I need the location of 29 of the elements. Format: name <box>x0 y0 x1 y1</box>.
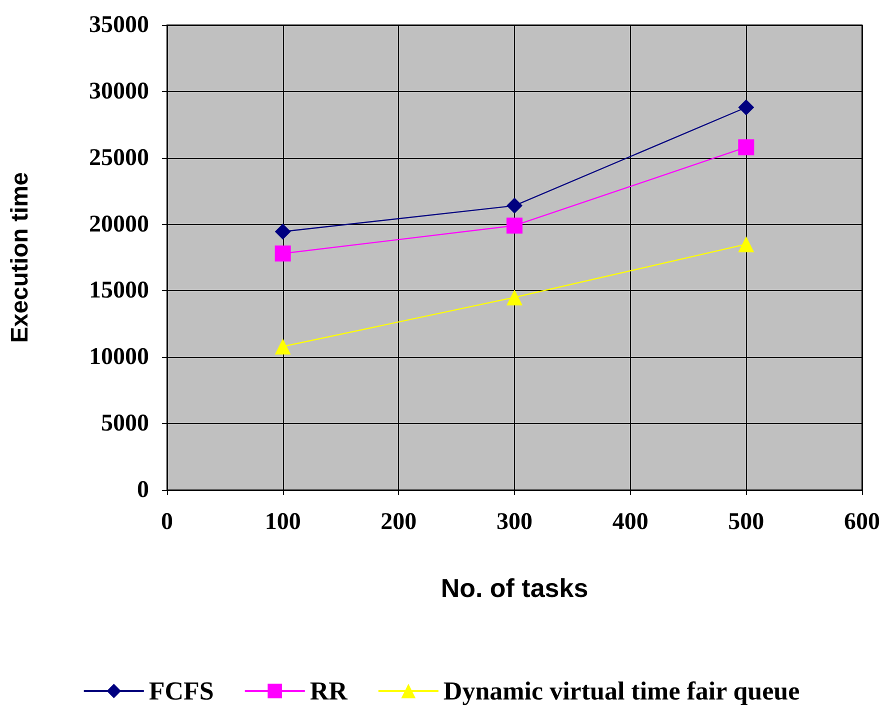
x-axis-title: No. of tasks <box>440 573 588 603</box>
point <box>738 139 754 156</box>
x-tick-label: 100 <box>264 509 301 535</box>
point <box>738 236 754 252</box>
y-tick-label: 15000 <box>89 278 149 304</box>
legend-label: Dynamic virtual time fair queue <box>443 676 800 706</box>
x-tick-label: 0 <box>161 509 173 535</box>
y-tick-label: 20000 <box>89 211 149 238</box>
y-axis-title: Execution time <box>6 172 34 343</box>
y-tick-label: 5000 <box>101 410 149 437</box>
y-tick-label: 30000 <box>89 78 149 104</box>
point <box>274 338 291 355</box>
point <box>274 224 291 240</box>
x-tick-label: 400 <box>612 509 648 535</box>
legend-label: RR <box>310 676 348 706</box>
x-tick-label: 600 <box>844 509 880 535</box>
y-tick-label: 0 <box>137 477 149 503</box>
legend-label: FCFS <box>148 676 214 706</box>
point <box>506 198 522 214</box>
y-tick-label: 10000 <box>89 344 149 370</box>
x-tick-label: 200 <box>380 509 417 535</box>
y-tick-label: 35000 <box>89 12 149 38</box>
y-tick-label: 25000 <box>89 144 149 171</box>
point <box>506 289 522 306</box>
point <box>274 246 291 262</box>
x-tick-label: 500 <box>728 509 764 535</box>
x-tick-label: 300 <box>496 509 532 535</box>
point <box>506 218 522 234</box>
point <box>738 99 754 116</box>
